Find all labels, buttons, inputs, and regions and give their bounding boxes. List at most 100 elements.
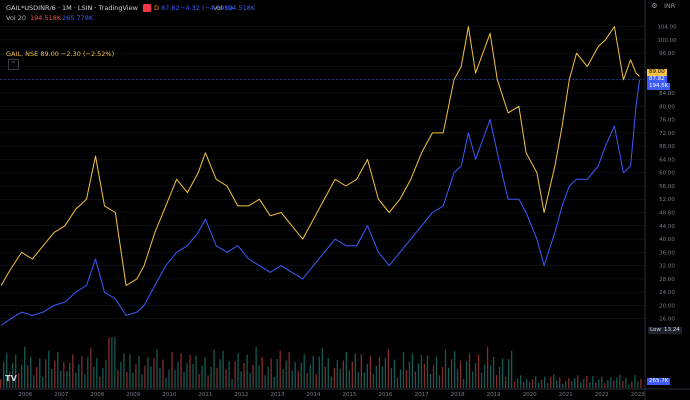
volume-bar — [42, 376, 44, 388]
volume-bar — [291, 370, 293, 388]
series-line-0 — [0, 26, 640, 286]
volume-bar — [135, 364, 137, 388]
volume-bar — [39, 358, 41, 388]
volume-bar — [411, 353, 414, 388]
x-tick-label: 2013 — [270, 392, 284, 398]
volume-bar — [489, 365, 492, 388]
volume-bar — [414, 371, 417, 388]
volume-bar — [51, 369, 53, 388]
volume-bar — [613, 380, 615, 388]
y-tick-label: 20.00 — [659, 303, 675, 309]
y-tick-label: 96.00 — [659, 51, 675, 57]
volume-bar — [616, 377, 618, 388]
price-chip-usd: 87.82 — [647, 76, 667, 83]
volume-bar — [583, 378, 585, 388]
volume-bar — [595, 382, 597, 388]
volume-bar — [402, 351, 405, 388]
volume-bar — [6, 353, 8, 388]
gear-icon[interactable]: ⚙ — [651, 2, 658, 10]
volume-bar — [129, 354, 131, 388]
volume-bar — [333, 368, 335, 388]
volume-bar — [36, 366, 38, 388]
symbol-title: GAIL*USDINR/6 · 1M · LSIN · TradingView — [6, 4, 138, 12]
vol-row-label: Vol 20 — [6, 14, 27, 22]
volume-bar — [465, 361, 468, 388]
volume-bar — [477, 354, 480, 388]
volume-bar — [24, 346, 26, 388]
volume-bar — [147, 357, 149, 388]
volume-bar — [330, 376, 332, 388]
y-tick-label: 84.00 — [659, 91, 675, 97]
volume-bar — [447, 367, 450, 388]
volume-bar — [441, 367, 444, 388]
volume-bar — [75, 372, 77, 388]
volume-bar — [258, 365, 260, 388]
volume-bar — [261, 356, 263, 388]
volume-bar — [474, 363, 477, 388]
volume-bar — [532, 379, 534, 388]
volume-bar — [219, 359, 221, 388]
volume-bar — [87, 356, 89, 388]
legend-change: −4.32 (−4.69%) — [180, 4, 234, 12]
volume-bar — [483, 364, 486, 388]
volume-bar — [438, 375, 441, 388]
x-tick-label: 2017 — [415, 392, 429, 398]
volume-bar — [625, 378, 627, 388]
x-tick-label: 2018 — [451, 392, 465, 398]
volume-bar — [150, 366, 152, 388]
volume-bar — [522, 381, 525, 388]
chevron-up-icon[interactable]: ⌃ — [8, 59, 19, 70]
volume-bar — [565, 381, 567, 388]
volume-bar — [69, 362, 71, 388]
volume-bar — [348, 370, 350, 388]
x-tick-label: 2012 — [234, 392, 248, 398]
volume-bar — [81, 355, 83, 388]
volume-bar — [126, 371, 128, 388]
volume-bar — [538, 382, 540, 388]
volume-bar — [622, 380, 624, 388]
volume-bar — [568, 378, 570, 388]
volume-bar — [435, 357, 438, 388]
x-tick-label: 2022 — [595, 392, 609, 398]
volume-bar — [198, 373, 200, 388]
low-label: Low — [648, 327, 663, 334]
volume-bar — [288, 352, 290, 388]
x-tick-label: 2021 — [559, 392, 573, 398]
volume-bar — [384, 357, 387, 388]
volume-bar — [132, 372, 134, 388]
volume-bar — [504, 376, 507, 388]
y-tick-label: 72.00 — [659, 131, 675, 137]
volume-bar — [423, 363, 426, 388]
flag-letter: D — [154, 4, 160, 12]
volume-bar — [462, 379, 465, 388]
volume-bar — [267, 366, 269, 388]
y-tick-label: 32.00 — [659, 264, 675, 270]
price-axis: 16.00 20.00 24.00 28.00 32.00 36.00 40.00 44.00… — [657, 25, 677, 323]
second-series-legend: GAIL, NSE 89.00 −2.30 (−2.52%) — [6, 50, 115, 58]
volume-bar — [372, 374, 375, 388]
volume-bar — [186, 363, 188, 388]
volume-bar — [640, 378, 642, 388]
x-tick-label: 2014 — [306, 392, 320, 398]
volume-bar — [315, 374, 317, 388]
x-tick-label: 2023 — [631, 392, 645, 398]
volume-bar — [66, 371, 68, 388]
volume-bar — [378, 357, 381, 388]
volume-bar — [12, 363, 14, 388]
volume-bar — [294, 362, 296, 388]
red-flag-icon[interactable] — [143, 4, 151, 12]
volume-bar — [571, 381, 573, 388]
volume-bar — [550, 377, 552, 388]
volume-bar — [604, 383, 606, 388]
volume-bar — [189, 354, 191, 388]
volume-bar — [405, 370, 408, 388]
volume-bar — [312, 355, 314, 388]
volume-bar — [225, 369, 227, 388]
volume-bar — [273, 376, 275, 388]
volume-bar — [165, 377, 167, 388]
x-tick-label: 2011 — [198, 392, 212, 398]
price-chip-gail: 89.00 — [647, 69, 667, 76]
volume-bar — [459, 360, 462, 388]
